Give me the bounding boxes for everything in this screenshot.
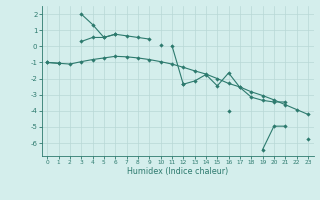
X-axis label: Humidex (Indice chaleur): Humidex (Indice chaleur)	[127, 167, 228, 176]
